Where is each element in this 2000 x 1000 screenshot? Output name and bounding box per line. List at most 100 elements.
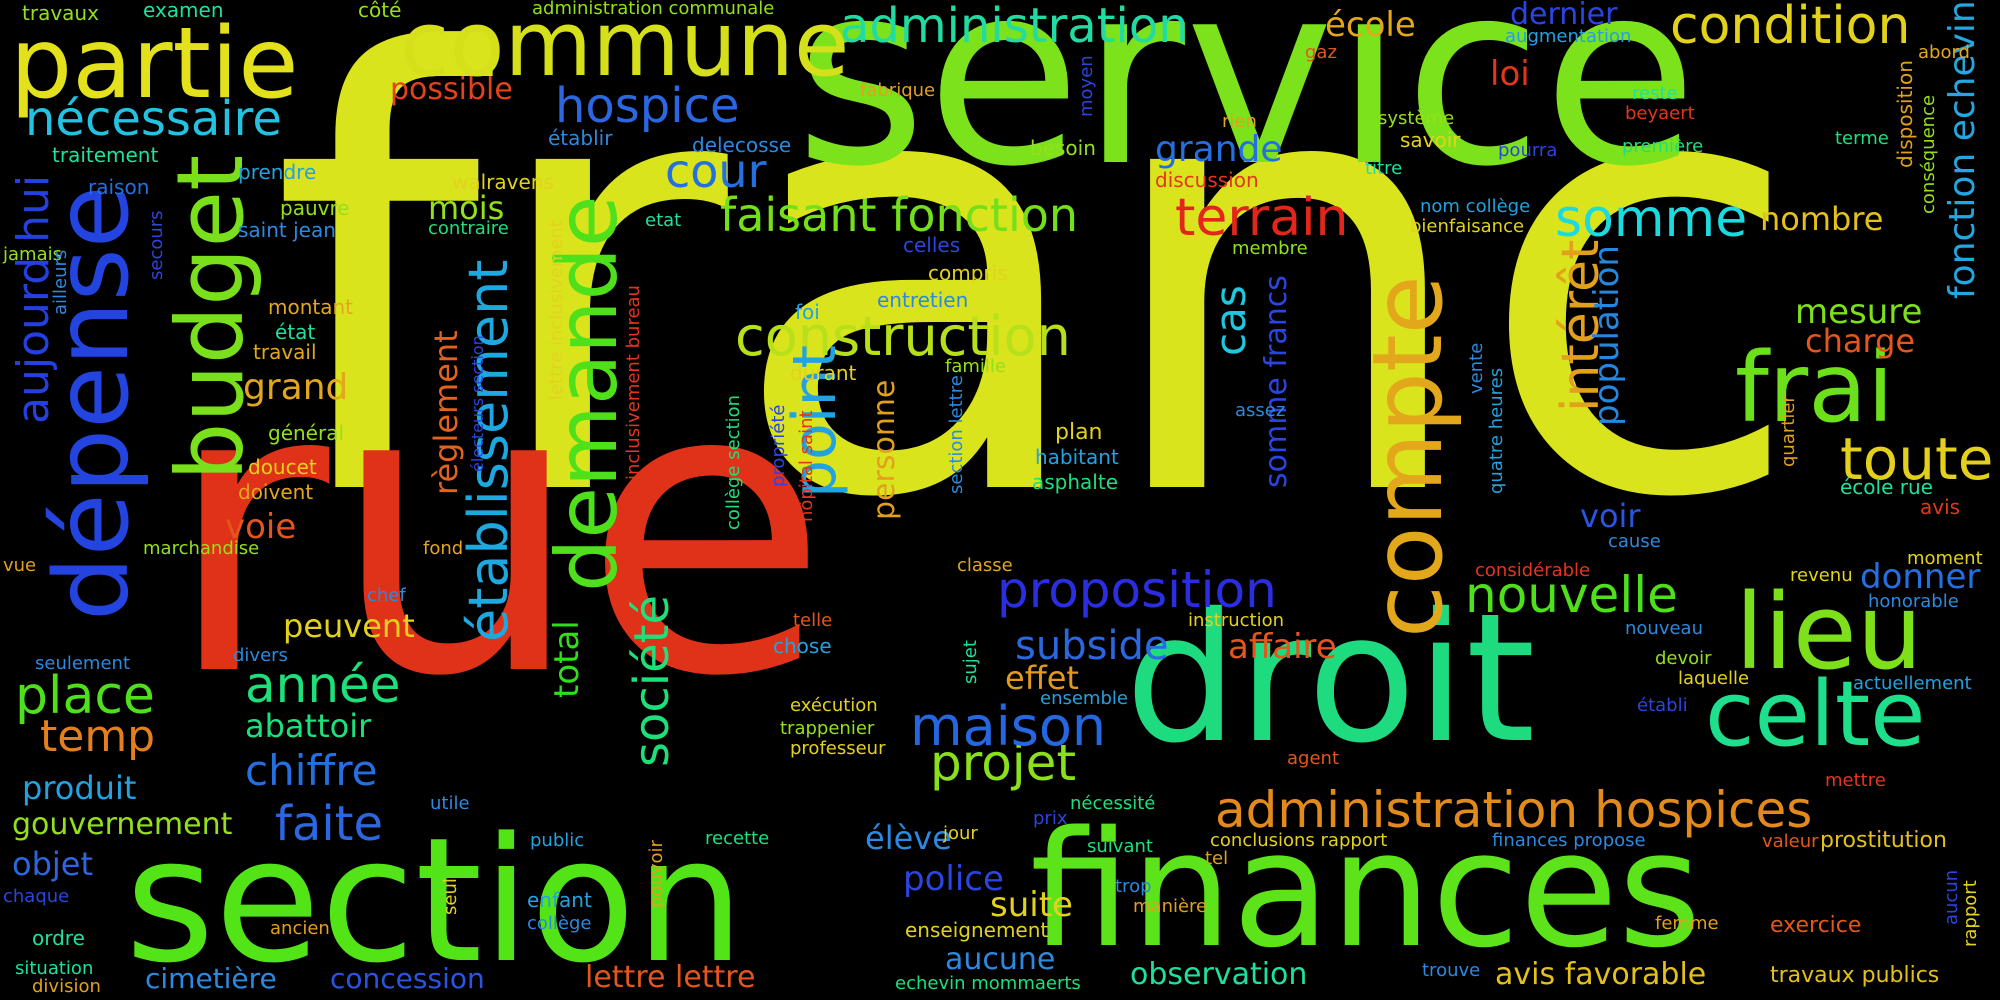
word-consequence: conséquence xyxy=(1918,94,1939,214)
word-ailleurs: ailleurs xyxy=(50,249,71,315)
word-contraire: contraire xyxy=(428,218,509,239)
word-somme: somme xyxy=(1555,189,1748,249)
word-systeme: système xyxy=(1378,108,1455,129)
word-conclusions-rapport: conclusions rapport xyxy=(1210,830,1388,851)
word-personne: personne xyxy=(867,379,902,520)
word-etat: etat xyxy=(645,210,682,231)
word-chiffre: chiffre xyxy=(245,746,378,795)
word-ecole-rue: école rue xyxy=(1840,475,1933,499)
word-objet: objet xyxy=(12,845,94,883)
word-instruction: instruction xyxy=(1188,610,1285,631)
word-examen: examen xyxy=(143,0,224,22)
word-lieu: lieu xyxy=(1735,571,1923,693)
word-hospice: hospice xyxy=(555,78,740,134)
word-asphalte: asphalte xyxy=(1032,470,1119,494)
word-honorable: honorable xyxy=(1868,591,1959,612)
word-quatre-heures: quatre heures xyxy=(1486,367,1507,494)
word-ecole: école xyxy=(1325,5,1416,45)
word-fabrique: fabrique xyxy=(860,80,936,101)
word-inclusivement-bureau: inclusivement bureau xyxy=(623,285,644,480)
word-maison: maison xyxy=(910,695,1107,758)
word-delecosse: delecosse xyxy=(692,133,792,157)
word-ensemble: ensemble xyxy=(1040,688,1128,709)
word-marchandise: marchandise xyxy=(143,538,260,559)
word-raison: raison xyxy=(88,175,150,199)
word-moment: moment xyxy=(1907,548,1983,569)
word-pourra: pourra xyxy=(1498,140,1558,161)
word-travaux-publics: travaux publics xyxy=(1770,963,1940,988)
word-droit: droit xyxy=(1125,575,1536,782)
word-place: place xyxy=(15,666,155,726)
word-situation: situation xyxy=(15,958,94,979)
word-mois: mois xyxy=(428,189,505,227)
word-subside: subside xyxy=(1015,623,1169,669)
word-famille: famille xyxy=(945,356,1006,377)
word-mettre: mettre xyxy=(1825,770,1886,791)
word-trop: trop xyxy=(1115,876,1152,897)
word-chose: chose xyxy=(773,634,832,658)
word-assez: assez xyxy=(1235,400,1286,421)
word-eleve: élève xyxy=(865,819,952,857)
word-administration-communale: administration communale xyxy=(532,0,775,19)
word-produit: produit xyxy=(22,769,137,807)
word-population: population xyxy=(1587,245,1627,426)
word-temp: temp xyxy=(40,711,156,762)
word-actuellement: actuellement xyxy=(1853,673,1972,694)
word-travaux: travaux xyxy=(22,1,99,25)
word-grand: grand xyxy=(243,367,349,408)
word-mesure: mesure xyxy=(1795,292,1923,332)
word-observation: observation xyxy=(1130,957,1308,992)
word-execution: exécution xyxy=(790,695,878,716)
word-maniere: manière xyxy=(1133,896,1208,917)
word-construction: construction xyxy=(735,305,1071,368)
word-savoir: savoir xyxy=(1400,128,1461,152)
word-necessite: nécessité xyxy=(1070,793,1156,814)
word-franc: franc xyxy=(270,0,1806,629)
word-pauvre: pauvre xyxy=(280,196,350,220)
word-laquelle: laquelle xyxy=(1678,668,1750,689)
word-concession: concession xyxy=(330,962,485,995)
word-gouvernement: gouvernement xyxy=(12,807,233,842)
word-aucune: aucune xyxy=(945,942,1056,977)
word-trouve: trouve xyxy=(1422,960,1481,981)
word-electeurs-section: électeurs section xyxy=(468,335,487,472)
word-nouveau: nouveau xyxy=(1625,618,1703,639)
word-rue: rue xyxy=(165,299,830,764)
word-finances: finances xyxy=(1030,796,1702,983)
word-echevin-mommaerts: echevin mommaerts xyxy=(895,973,1081,994)
word-enfant: enfant xyxy=(527,888,592,912)
word-frai: frai xyxy=(1735,332,1894,444)
word-tel: tel xyxy=(1205,848,1229,869)
word-premiere: première xyxy=(1622,136,1704,157)
word-montant: montant xyxy=(268,295,354,319)
word-celles: celles xyxy=(903,233,961,257)
word-total: total xyxy=(547,620,587,698)
word-condition: condition xyxy=(1670,0,1911,56)
word-effet: effet xyxy=(1005,659,1079,697)
word-grande: grande xyxy=(1155,129,1283,170)
word-voir: voir xyxy=(1580,497,1641,535)
word-disposition: disposition xyxy=(1893,60,1917,168)
word-membre: membre xyxy=(1232,238,1308,259)
word-augmentation: augmentation xyxy=(1505,26,1632,47)
word-voie: voie xyxy=(225,507,297,547)
word-ancien: ancien xyxy=(270,918,330,939)
word-compte: compte xyxy=(1352,275,1464,638)
word-moyen: moyen xyxy=(1076,55,1097,117)
word-division: division xyxy=(32,976,101,997)
word-walravens: walravens xyxy=(452,170,554,194)
word-avis: avis xyxy=(1920,495,1961,519)
word-celte: celte xyxy=(1705,662,1926,767)
word-entretien: entretien xyxy=(877,288,969,312)
word-administration-hospices: administration hospices xyxy=(1215,781,1813,839)
word-besoin: besoin xyxy=(1030,136,1096,160)
word-quartier: quartier xyxy=(1778,395,1799,467)
word-ordre: ordre xyxy=(32,926,85,950)
word-partie: partie xyxy=(10,7,299,121)
word-reglement: règlement xyxy=(427,330,465,495)
word-propriete: propriété xyxy=(768,404,789,487)
word-classe: classe xyxy=(957,555,1013,576)
word-bienfaisance: bienfaisance xyxy=(1410,216,1525,237)
word-finances-propose: finances propose xyxy=(1492,830,1646,851)
word-devoir: devoir xyxy=(1655,648,1712,669)
